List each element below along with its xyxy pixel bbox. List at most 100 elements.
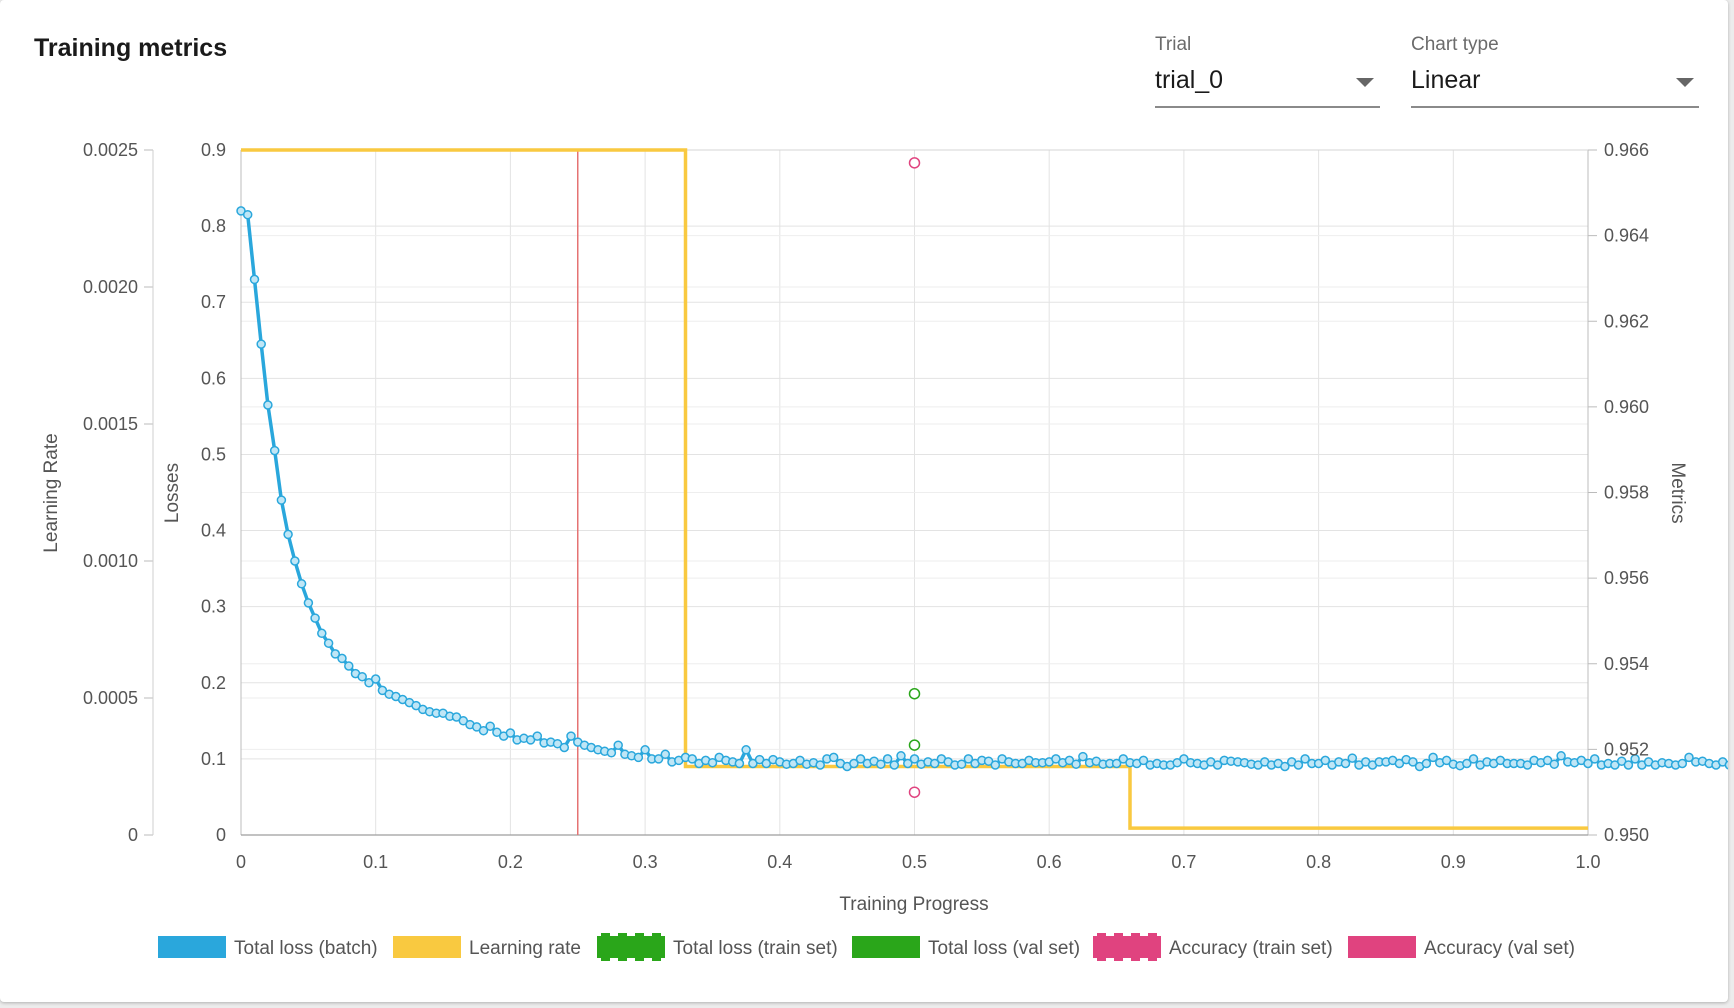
legend-swatch-dash [1097,958,1106,961]
legend-swatch-dash [1131,958,1140,961]
x-tick-label: 0.8 [1306,852,1331,872]
chart-grid [240,149,1589,836]
page-title: Training metrics [34,34,228,62]
batch-loss-point [1549,759,1560,769]
loss-tick-label: 0.8 [201,216,226,236]
legend-swatch-dash [652,958,661,961]
metrics-tick-label: 0.964 [1604,226,1649,246]
chart-ticks: 0 0.1 0.2 0.3 0.4 0.5 0.6 0.7 0.8 0.9 1.0 0 0.1 0.2 0.… [83,140,1649,872]
batch-loss-point [344,661,354,671]
batch-loss-point [559,742,570,753]
batch-loss-point [269,445,280,456]
batch-loss-point [1684,752,1694,763]
batch-loss-point [1320,755,1331,766]
x-tick-label: 0.3 [633,852,658,872]
legend-label: Total loss (val set) [928,938,1080,959]
legend-swatch-dash [635,958,644,961]
val-loss-point [908,739,921,751]
x-tick-label: 0.5 [902,852,927,872]
legend-swatch [1093,936,1161,958]
legend-swatch-dash [652,933,661,936]
legend-swatch-dash [1114,958,1123,961]
loss-tick-label: 0.5 [201,444,226,464]
batch-loss-point [330,649,341,659]
batch-loss-point [242,209,253,220]
batch-loss-point [249,274,260,285]
batch-loss-point [1428,752,1438,763]
x-tick-label: 0.6 [1037,852,1062,872]
batch-loss-point [734,758,745,769]
x-tick-label: 0.9 [1441,852,1466,872]
batch-loss-point [1293,760,1304,770]
chevron-down-icon[interactable] [1356,78,1374,87]
batch-loss-point [815,760,825,770]
batch-loss-point [303,598,314,608]
loss-tick-label: 0.6 [201,368,226,388]
lr-tick-label: 0.0025 [83,140,138,160]
loss-tick-label: 0.7 [201,292,226,312]
batch-loss-point [741,745,751,755]
batch-loss-point [882,754,893,764]
legend-swatch [597,936,665,958]
x-tick-label: 0.4 [767,852,792,872]
metrics-tick-label: 0.956 [1604,568,1649,588]
legend-label: Total loss (train set) [673,938,838,959]
batch-loss-point [1522,760,1533,770]
legend-swatch [158,936,226,958]
batch-loss-point [1212,760,1223,770]
batch-loss-point [1347,753,1358,763]
chart-legend: Total loss (batch) Learning rate Total los… [158,933,1575,961]
val-accuracy-point [908,157,921,169]
batch-loss-point [761,758,772,769]
lr-tick-label: 0.0005 [83,688,138,708]
batch-loss-point [606,748,617,758]
batch-loss-point [296,579,307,589]
metrics-tick-label: 0.958 [1604,483,1649,503]
legend-swatch-dash [601,958,610,961]
batch-loss-point [633,752,644,763]
batch-loss-point [1138,755,1149,766]
lr-tick-label: 0 [128,825,138,845]
legend-swatch-dash [618,958,627,961]
metrics-tick-label: 0.954 [1604,654,1649,674]
batch-loss-point [1623,760,1634,770]
batch-loss-point [337,653,347,664]
chart-type-select-value: Linear [1411,66,1481,94]
legend-swatch-dash [1097,933,1106,936]
legend-swatch [1348,936,1416,958]
metrics-tick-label: 0.966 [1604,140,1649,160]
batch-loss-point [276,495,287,505]
chart-type-select-label: Chart type [1411,34,1499,55]
batch-loss-point [855,754,866,764]
batch-loss-point [1394,758,1405,769]
x-tick-label: 0.1 [363,852,388,872]
loss-tick-label: 0 [216,825,226,845]
trial-select[interactable]: Trial trial_0 [1155,34,1380,110]
x-axis-label: Training Progress [839,894,988,915]
x-tick-label: 1.0 [1575,852,1600,872]
x-tick-label: 0.2 [498,852,523,872]
batch-loss-point [1677,758,1688,769]
batch-loss-point [660,749,671,760]
batch-loss-point [1462,758,1472,769]
val-accuracy-point [908,786,921,798]
batch-loss-point [1340,758,1351,769]
batch-loss-point [1556,751,1566,761]
batch-loss-point [990,760,1001,770]
trial-select-value: trial_0 [1155,66,1224,94]
batch-loss-point [566,731,576,741]
chevron-down-icon[interactable] [1676,78,1694,87]
batch-loss-point [323,638,334,648]
lr-tick-label: 0.0010 [83,551,138,571]
batch-loss-point [290,556,300,566]
batch-loss-point [1630,754,1640,764]
legend-swatch [852,936,920,958]
chart-type-select[interactable]: Chart type Linear [1411,34,1699,110]
batch-loss-point [1280,761,1290,772]
batch-loss-point [963,754,974,764]
batch-loss-point [849,758,859,769]
loss-tick-label: 0.9 [201,140,226,160]
trial-select-underline [1155,106,1380,108]
batch-loss-point [532,731,543,741]
batch-loss-point [929,758,940,769]
